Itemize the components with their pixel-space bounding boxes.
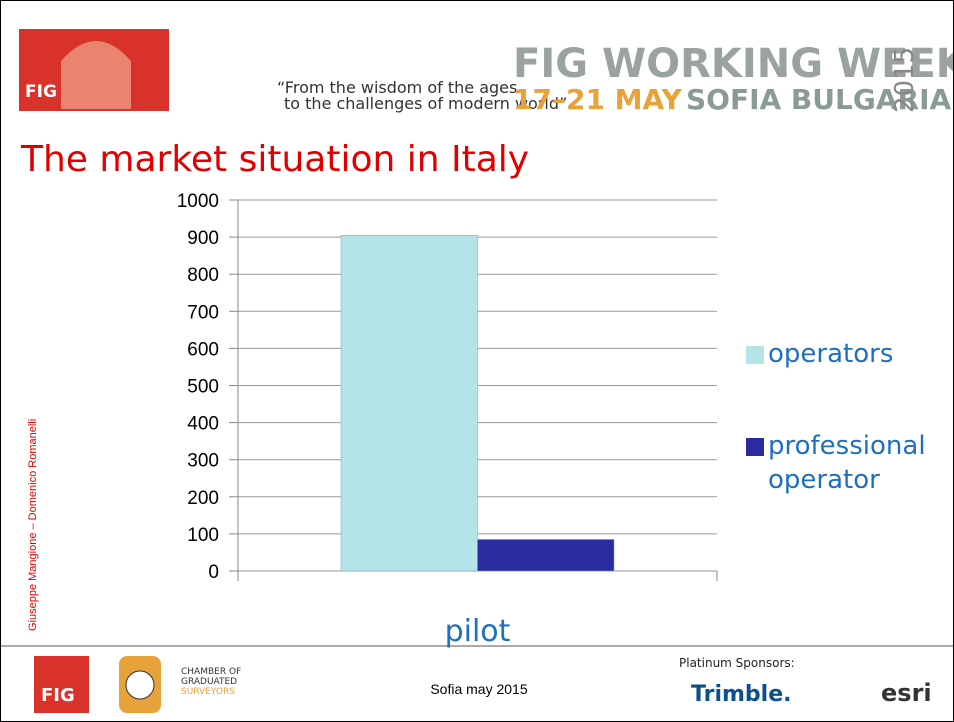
y-tick-label: 600 bbox=[187, 339, 219, 360]
y-tick-label: 100 bbox=[187, 525, 219, 546]
bar bbox=[478, 539, 615, 571]
y-tick-label: 800 bbox=[187, 265, 219, 286]
y-tick-label: 900 bbox=[187, 228, 219, 249]
chamber: SURVEYORS bbox=[181, 687, 235, 697]
chamber-globe bbox=[126, 671, 154, 699]
sponsor: esri bbox=[881, 679, 932, 707]
slide-title: The market situation in Italy bbox=[20, 139, 529, 180]
y-tick-label: 1000 bbox=[177, 191, 219, 212]
y-tick-label: 400 bbox=[187, 414, 219, 435]
footer-logo-text: FIG bbox=[41, 685, 75, 706]
bar bbox=[341, 235, 478, 571]
legend-swatch bbox=[746, 438, 764, 456]
x-tick-label: pilot bbox=[445, 614, 511, 649]
logo-text: FIG bbox=[25, 82, 57, 102]
y-tick-label: 500 bbox=[187, 377, 219, 398]
legend-swatch bbox=[746, 346, 764, 364]
slide: FIG “From the wisdom of the ages to the … bbox=[0, 0, 954, 722]
chamber: CHAMBER OF bbox=[181, 667, 241, 677]
dates: 17–21 MAY bbox=[513, 83, 683, 116]
sponsors-label: Platinum Sponsors: bbox=[679, 656, 795, 670]
y-tick-label: 300 bbox=[187, 451, 219, 472]
legend-label: professional operator bbox=[768, 429, 951, 497]
side-note: Giuseppe Mangione – Domenico Romanelli bbox=[27, 419, 39, 631]
y-tick-label: 0 bbox=[208, 562, 219, 583]
footer-date: Sofia may 2015 bbox=[430, 681, 527, 697]
logo-building bbox=[61, 41, 131, 109]
legend-label: operators bbox=[768, 337, 893, 371]
legend-entry: professional operator bbox=[746, 429, 951, 497]
legend-entry: operators bbox=[746, 337, 951, 371]
y-tick-label: 200 bbox=[187, 488, 219, 509]
sponsor: Trimble. bbox=[691, 682, 791, 707]
chamber: GRADUATED bbox=[181, 677, 237, 687]
y-tick-label: 700 bbox=[187, 302, 219, 323]
year: 2015 bbox=[890, 47, 920, 113]
event: FIG WORKING WEEK bbox=[513, 41, 953, 87]
